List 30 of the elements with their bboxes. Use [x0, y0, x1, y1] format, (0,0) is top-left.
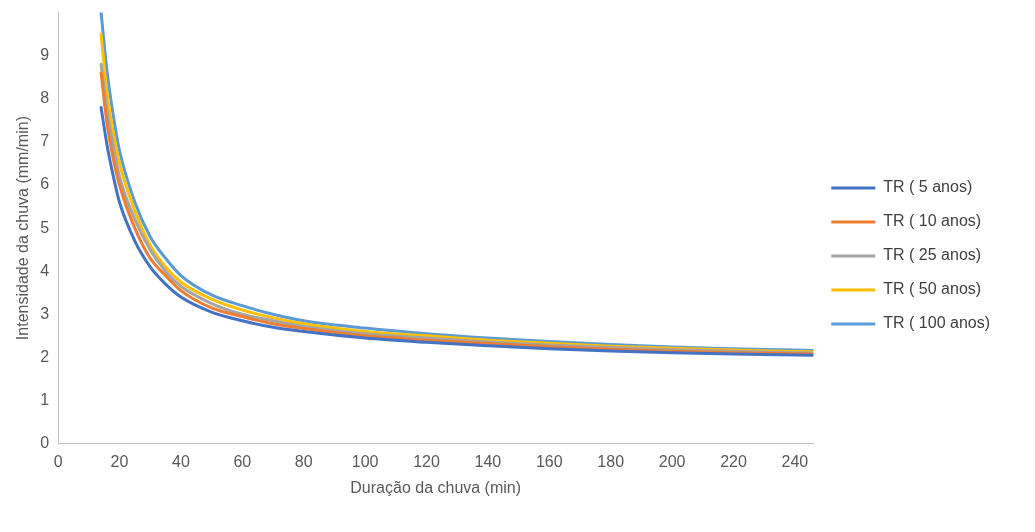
y-tick-label: 9 [40, 46, 50, 64]
y-tick-label: 6 [40, 175, 50, 193]
x-tick-label: 140 [474, 452, 502, 470]
x-tick-label: 240 [781, 452, 809, 470]
x-tick-label: 40 [172, 452, 190, 470]
legend-label: TR ( 100 anos) [883, 314, 991, 332]
x-tick-label: 20 [110, 452, 129, 470]
y-tick-label: 7 [40, 132, 50, 150]
legend-label: TR ( 50 anos) [883, 280, 982, 298]
y-axis-title: Intensidade da chuva (mm/min) [14, 116, 32, 341]
x-tick-label: 60 [233, 452, 252, 470]
x-tick-label: 220 [720, 452, 747, 470]
x-tick-label: 180 [597, 452, 625, 470]
x-tick-label: 160 [535, 452, 563, 470]
x-tick-label: 0 [53, 452, 63, 470]
legend-label: TR ( 25 anos) [883, 246, 982, 264]
y-tick-label: 0 [40, 434, 50, 452]
y-tick-label: 2 [40, 347, 50, 365]
x-tick-label: 80 [294, 452, 313, 470]
x-tick-label: 200 [658, 452, 686, 470]
legend-label: TR ( 5 anos) [883, 178, 973, 196]
x-axis-title: Duração da chuva (min) [350, 478, 522, 496]
y-tick-label: 4 [40, 261, 50, 279]
legend-label: TR ( 10 anos) [883, 212, 982, 230]
y-tick-label: 1 [40, 390, 50, 408]
y-tick-label: 8 [40, 89, 50, 107]
x-tick-label: 100 [351, 452, 379, 470]
y-tick-label: 3 [40, 304, 50, 322]
y-tick-label: 5 [40, 218, 50, 236]
x-tick-label: 120 [413, 452, 440, 470]
